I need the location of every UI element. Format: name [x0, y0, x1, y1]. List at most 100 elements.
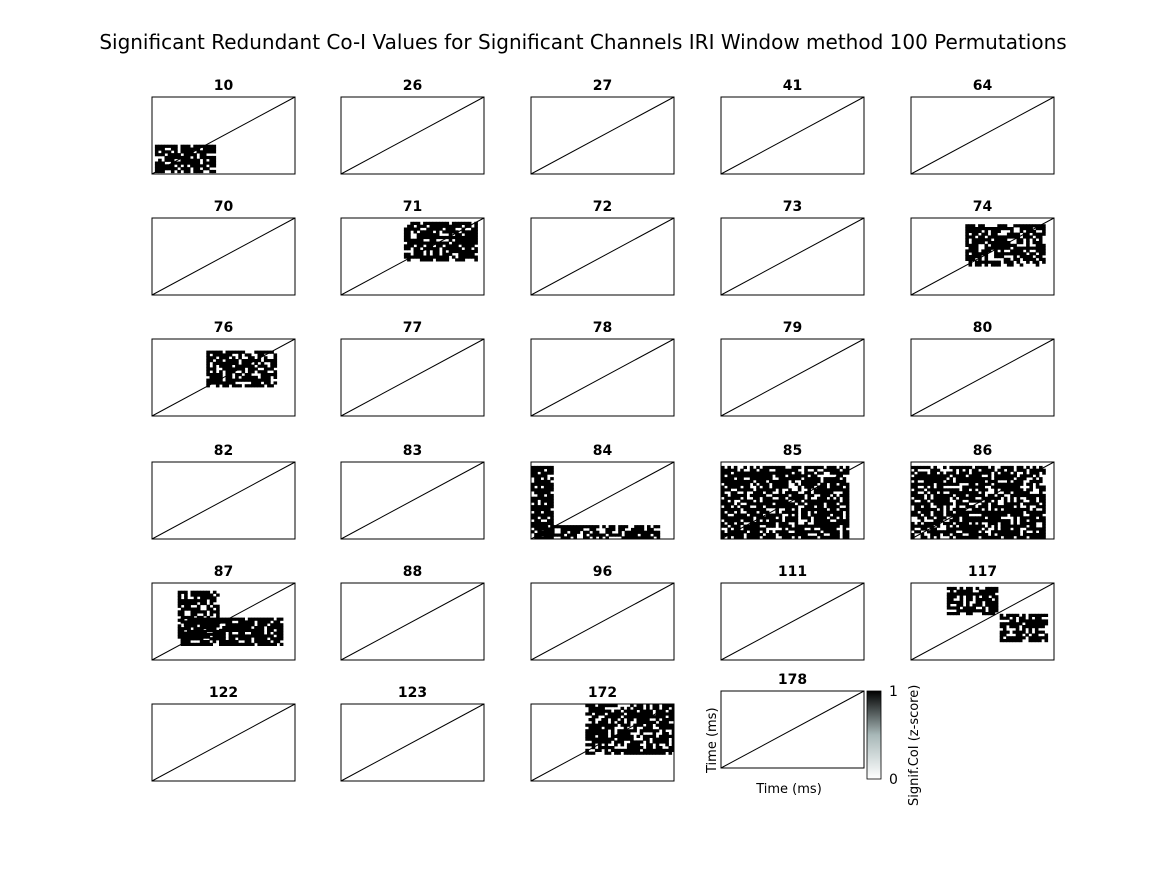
- significant-cell: [442, 252, 446, 256]
- significant-cell: [794, 516, 799, 520]
- significant-cell: [930, 482, 934, 486]
- significant-cell: [251, 378, 255, 382]
- significant-cell: [999, 630, 1004, 634]
- significant-cell: [543, 535, 548, 539]
- significant-cell: [991, 502, 995, 506]
- significant-cell: [199, 169, 204, 174]
- significant-cell: [845, 491, 850, 495]
- significant-cell: [990, 243, 995, 247]
- significant-cell: [461, 255, 466, 259]
- significant-cell: [254, 378, 258, 382]
- significant-cell: [797, 533, 802, 537]
- significant-cell: [788, 496, 792, 500]
- significant-cell: [797, 499, 802, 503]
- significant-cell: [531, 474, 535, 478]
- significant-cell: [817, 521, 821, 526]
- significant-cell: [1003, 477, 1008, 481]
- significant-cell: [971, 524, 976, 528]
- significant-cell: [435, 249, 440, 254]
- significant-cell: [969, 606, 973, 610]
- panel-title: 73: [783, 199, 802, 215]
- significant-cell: [649, 723, 653, 727]
- significant-cell: [238, 620, 242, 624]
- significant-cell: [988, 609, 992, 613]
- significant-cell: [971, 488, 976, 492]
- significant-cell: [212, 599, 217, 603]
- significant-cell: [209, 158, 213, 162]
- significant-cell: [797, 530, 802, 534]
- significant-cell: [721, 502, 725, 506]
- significant-cell: [413, 255, 418, 259]
- significant-cell: [594, 726, 599, 730]
- significant-cell: [416, 255, 421, 259]
- significant-cell: [1032, 527, 1037, 531]
- diagonal-line: [151, 338, 296, 417]
- significant-cell: [952, 524, 957, 528]
- significant-cell: [605, 527, 609, 532]
- significant-cell: [1016, 249, 1021, 253]
- significant-cell: [215, 353, 220, 357]
- significant-cell: [756, 521, 760, 526]
- significant-cell: [196, 607, 201, 611]
- significant-cell: [959, 477, 963, 481]
- significant-cell: [1026, 224, 1030, 228]
- significant-cell: [547, 530, 552, 534]
- significant-cell: [946, 474, 950, 478]
- significant-cell: [984, 229, 989, 233]
- significant-cell: [238, 626, 242, 630]
- significant-cell: [455, 238, 459, 242]
- significant-cell: [959, 468, 963, 472]
- significant-cell: [1023, 530, 1027, 534]
- significant-cell: [1026, 491, 1030, 495]
- significant-cell: [199, 164, 204, 168]
- significant-cell: [273, 631, 277, 635]
- significant-cell: [971, 510, 976, 514]
- significant-cell: [273, 381, 278, 385]
- significant-cell: [727, 474, 731, 478]
- significant-cell: [557, 533, 561, 537]
- significant-cell: [791, 502, 795, 506]
- significant-cell: [219, 620, 223, 624]
- significant-cell: [254, 381, 258, 385]
- significant-cell: [180, 167, 185, 171]
- significant-cell: [158, 164, 162, 168]
- significant-cell: [474, 230, 478, 234]
- significant-cell: [219, 634, 223, 638]
- significant-cell: [943, 516, 947, 520]
- significant-cell: [531, 513, 535, 517]
- significant-cell: [403, 247, 408, 251]
- significant-cell: [987, 227, 992, 231]
- significant-cell: [927, 516, 931, 520]
- significant-cell: [1025, 619, 1029, 623]
- significant-cell: [974, 243, 979, 247]
- significant-cell: [987, 235, 992, 239]
- significant-cell: [451, 255, 456, 259]
- significant-cell: [743, 499, 747, 503]
- significant-cell: [759, 474, 763, 478]
- significant-cell: [997, 241, 1001, 245]
- significant-cell: [267, 628, 271, 632]
- significant-cell: [640, 527, 645, 532]
- significant-cell: [749, 510, 754, 514]
- significant-cell: [199, 150, 204, 154]
- significant-cell: [254, 637, 258, 641]
- significant-cell: [971, 474, 976, 478]
- significant-cell: [231, 356, 236, 360]
- significant-cell: [962, 491, 966, 495]
- significant-cell: [183, 147, 188, 151]
- significant-cell: [817, 499, 821, 503]
- significant-cell: [997, 238, 1001, 242]
- significant-cell: [1042, 224, 1046, 228]
- significant-cell: [765, 496, 770, 500]
- significant-cell: [589, 527, 593, 532]
- significant-cell: [634, 533, 638, 537]
- significant-cell: [620, 737, 625, 741]
- panel-frame: [340, 217, 485, 296]
- significant-cell: [543, 499, 548, 503]
- significant-cell: [1026, 243, 1030, 247]
- significant-cell: [1010, 474, 1014, 478]
- significant-cell: [981, 516, 985, 520]
- panel-87: 87: [151, 564, 296, 661]
- significant-cell: [193, 607, 198, 611]
- significant-cell: [180, 634, 185, 638]
